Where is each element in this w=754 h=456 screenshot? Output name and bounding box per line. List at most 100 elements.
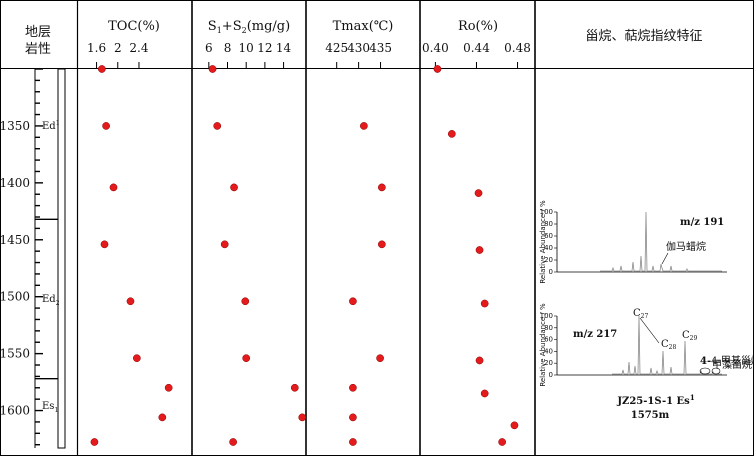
data-point-toc [98,65,106,73]
depth-tick-label: 1500 [0,290,30,304]
chrom-y-tick: 40 [544,347,553,355]
sample-depth: 1575m [631,410,670,421]
data-point-tmax [378,240,386,249]
mz191-trace [600,211,722,272]
chrom-y-tick: 100 [540,208,553,216]
fingerprint-panel: 100 80 60 40 20 0 Relative Abundance / % m/z … [539,200,754,421]
panel-title-tmax: Tmax(℃) [333,19,394,34]
tick-label-toc: 2 [114,41,122,55]
peak-label-c28: C28 [661,339,676,351]
tick-label-s1s2: 14 [276,41,292,55]
depth-column: 1350 1400 1450 1500 1550 1600 Ed1 Ed2 Es1 [0,68,66,449]
chromatogram-mz217: 100 80 60 40 20 0 Relative Abundance / % m/z … [539,303,754,387]
data-point-toc [100,240,109,249]
mz191-annotation: 伽马蜡烷 [666,240,706,253]
mz191-y-ticks: 100 80 60 40 20 0 [540,208,557,276]
data-point-s1s2 [290,383,299,392]
strat-header-line2: 岩性 [25,42,51,57]
depth-tick-label: 1350 [0,119,30,133]
panel-tmax: Tmax(℃) 425 430 435 [325,19,393,446]
mz217-annotation-1-text: 4-甲基甾烷 [711,354,754,367]
data-point-toc [126,297,135,306]
mz217-trace [612,315,722,375]
mz217-label: m/z 217 [573,329,617,340]
data-point-s1s2 [241,297,250,306]
chrom-y-tick: 100 [540,312,553,320]
data-point-s1s2 [213,122,222,130]
data-point-ro [447,130,456,138]
tick-label-s1s2: 10 [239,41,254,55]
panel-title-ro: Ro(%) [458,19,498,34]
data-point-tmax [349,297,357,306]
chrom-y-tick: 20 [544,359,553,367]
strat-header-line1: 地层 [25,25,51,40]
data-point-toc [102,122,110,130]
data-point-s1s2 [298,413,307,422]
depth-tick-label: 1400 [0,176,30,190]
data-point-tmax [349,438,357,446]
data-point-s1s2 [220,240,229,249]
panel-title-s1s2: S1+S2(mg/g) [208,19,290,35]
data-point-s1s2 [208,65,217,73]
data-point-ro [475,356,484,365]
data-point-toc [164,383,173,392]
data-point-ro [480,389,489,398]
data-point-ro [510,421,519,430]
data-point-ro [498,438,506,446]
tick-label-ro: 0.44 [463,41,490,55]
panel-s1s2: S1+S2(mg/g) 6 8 10 12 14 [205,19,307,446]
chrom-y-tick: 60 [544,232,553,240]
data-point-s1s2 [242,354,251,363]
data-panels: TOC(%)1.6 2 2.4 S1+S2(mg/g) 6 8 10 12 14 Tmax(℃) 4… [87,19,531,446]
data-point-toc [158,413,167,422]
tick-label-tmax: 430 [347,41,370,55]
chrom-y-tick: 60 [544,336,553,344]
mz217-annotation-2: 甲藻甾烷 [712,358,752,371]
chrom-y-tick: 80 [544,324,553,332]
mz191-label: m/z 191 [680,217,724,228]
data-point-tmax [360,122,368,130]
data-point-tmax [378,183,386,192]
sample-well: JZ25-1S-1 Es1 [616,393,695,407]
panel-toc: TOC(%)1.6 2 2.4 [87,19,173,446]
strata-label: Ed2 [42,294,60,307]
fingerprint-header: 甾烷、萜烷指纹特征 [585,29,702,44]
peak-label-c27: C27 [633,308,648,320]
data-point-toc [90,438,99,446]
tick-label-s1s2: 12 [257,41,272,55]
chrom-y-tick: 80 [544,220,553,228]
strata-label: Ed1 [42,120,60,132]
depth-tick-label: 1550 [0,347,30,361]
tick-label-tmax: 435 [369,41,392,55]
peak-label-c29: C29 [682,330,697,342]
data-point-ro [480,299,489,308]
data-point-ro [474,189,483,197]
tick-label-tmax: 425 [325,41,348,55]
data-point-s1s2 [229,438,237,446]
tick-label-s1s2: 6 [205,41,213,55]
strata-label: Es1 [42,401,58,414]
chromatogram-mz191: 100 80 60 40 20 0 Relative Abundance / % m/z … [539,200,727,284]
depth-tick-label: 1600 [0,404,30,418]
data-point-tmax [349,383,357,392]
data-point-toc [133,354,141,363]
tick-label-ro: 0.40 [422,41,449,55]
mz217-y-label: Relative Abundance / % [539,303,547,387]
mz217-annotation-1: 4-4-甲基甾烷 [700,354,754,367]
mz191-y-label: Relative Abundance / % [539,200,547,284]
chrom-y-tick: 0 [549,268,553,276]
panel-title-toc: TOC(%) [108,19,160,34]
chrom-y-tick: 0 [549,371,553,379]
tick-label-ro: 0.48 [504,41,531,55]
data-point-tmax [349,413,357,422]
chrom-y-tick: 40 [544,244,553,252]
data-point-s1s2 [230,183,238,192]
mz217-y-ticks: 100 80 60 40 20 0 [540,312,557,379]
depth-tick-label: 1450 [0,233,30,247]
panel-ro: Ro(%) 0.40 0.44 0.48 [422,19,531,446]
tick-label-toc: 2.4 [129,41,148,55]
tick-label-s1s2: 8 [224,41,232,55]
tick-label-toc: 1.6 [87,41,106,55]
chrom-y-tick: 20 [544,256,553,264]
